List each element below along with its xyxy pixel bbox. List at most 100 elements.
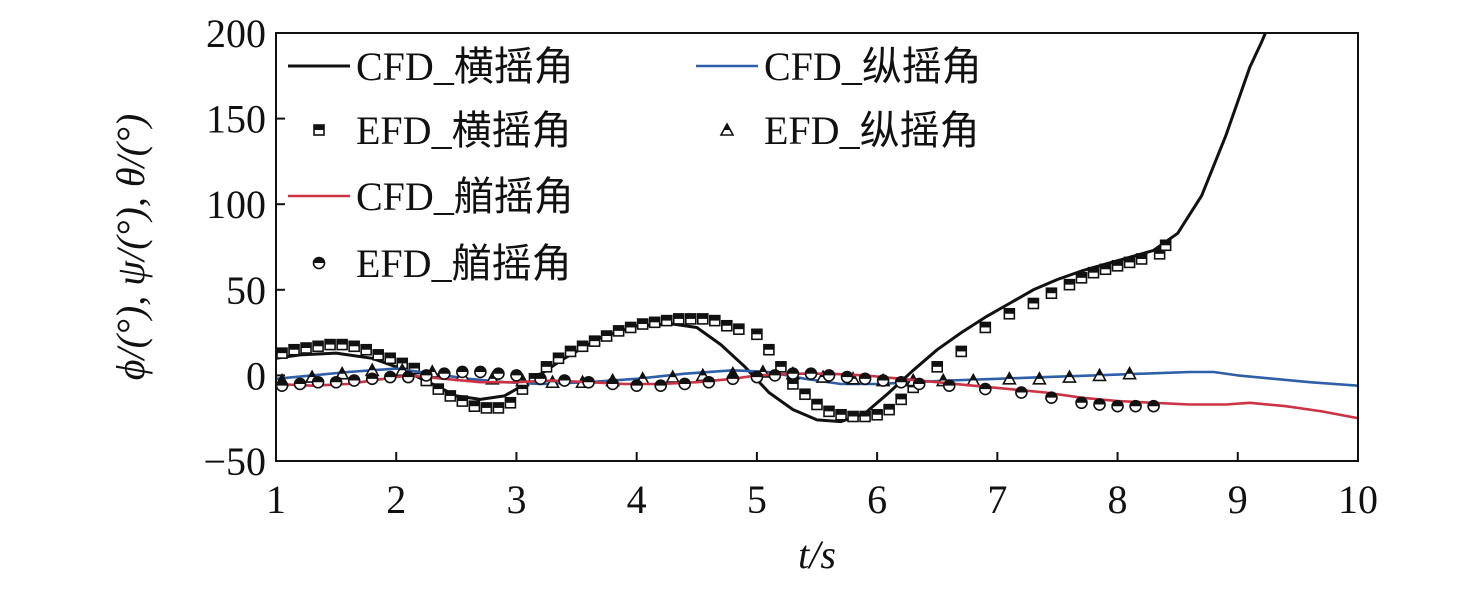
efd-yaw-point-fill [402, 371, 414, 378]
efd-roll-point-fill [613, 325, 624, 331]
legend-label-4: CFD_艏摇角 [356, 174, 574, 219]
efd-pitch-point-fill [759, 365, 766, 372]
efd-roll-point-fill [884, 404, 895, 410]
series-1 [276, 239, 1172, 423]
efd-roll-point-fill [848, 411, 859, 417]
efd-pitch-point-fill [940, 374, 947, 381]
efd-yaw-point-fill [823, 369, 835, 376]
legend-item-0: CFD_横摇角 [288, 44, 574, 89]
series-5 [276, 365, 1160, 413]
efd-yaw-point-fill [727, 373, 739, 379]
x-tick-label: 1 [266, 477, 286, 522]
efd-roll-point-fill [860, 411, 871, 417]
x-tick-label: 8 [1108, 477, 1128, 522]
efd-roll-point-fill [325, 339, 336, 345]
efd-yaw-point-fill [607, 378, 619, 384]
y-tick-label: 150 [206, 97, 266, 142]
efd-roll-point-fill [709, 315, 720, 321]
efd-roll-point-fill [763, 344, 774, 350]
efd-pitch-point-fill [1126, 367, 1133, 374]
efd-roll-point-fill [721, 320, 732, 326]
efd-yaw-point-fill [1094, 399, 1106, 405]
efd-roll-point-fill [277, 348, 288, 354]
y-tick-label: 100 [206, 182, 266, 227]
efd-roll-point-fill [673, 313, 684, 319]
efd-roll-point-fill [433, 384, 444, 390]
efd-roll-point-fill [457, 396, 468, 402]
legend-label-0: CFD_横摇角 [356, 44, 574, 89]
efd-roll-point-fill [661, 315, 672, 321]
efd-pitch-point-fill [309, 371, 316, 378]
efd-yaw-point-fill [1130, 400, 1142, 407]
efd-yaw-point-fill [474, 366, 486, 372]
efd-roll-point-fill [787, 378, 798, 384]
efd-pitch-point-fill [339, 367, 346, 374]
efd-yaw-point-fill [751, 371, 763, 378]
x-tick-label: 5 [747, 477, 767, 522]
efd-roll-point-fill [637, 319, 648, 325]
y-tick-label: 0 [246, 353, 266, 398]
legend-item-4: CFD_艏摇角 [288, 174, 574, 219]
legend-item-2: CFD_纵摇角 [696, 44, 982, 89]
efd-yaw-point-fill [312, 376, 324, 383]
efd-yaw-point-fill [313, 257, 325, 263]
efd-yaw-point-fill [841, 371, 853, 378]
efd-roll-point-fill [799, 389, 810, 395]
efd-yaw-point-fill [769, 369, 781, 376]
series-0 [276, 33, 1267, 424]
efd-pitch-point-fill [1066, 371, 1073, 378]
efd-roll-point-fill [409, 363, 420, 369]
legend-item-1: EFD_横摇角 [313, 108, 572, 153]
efd-roll-point-fill [385, 353, 396, 359]
efd-roll-point-fill [775, 361, 786, 367]
efd-roll-point-fill [481, 402, 492, 408]
efd-yaw-point-fill [510, 369, 522, 376]
x-tick-label: 4 [627, 477, 647, 522]
efd-roll-point-fill [565, 346, 576, 352]
efd-pitch-point-fill [279, 374, 286, 381]
efd-roll-point-fill [872, 409, 883, 415]
efd-yaw-point-fill [330, 376, 342, 383]
efd-yaw-point-fill [276, 380, 288, 386]
efd-yaw-point-fill [1075, 397, 1087, 403]
efd-yaw-point-fill [583, 376, 595, 383]
efd-roll-point-fill [337, 339, 348, 345]
legend-label-2: CFD_纵摇角 [764, 44, 982, 89]
efd-roll-point-fill [1136, 253, 1147, 259]
efd-roll-point-fill [373, 349, 384, 355]
efd-roll-point-fill [517, 384, 528, 390]
legend-label-5: EFD_艏摇角 [356, 241, 572, 286]
legend-label-3: EFD_纵摇角 [764, 108, 980, 153]
efd-roll-point-fill [1154, 248, 1165, 254]
efd-roll-point-fill [812, 399, 822, 405]
efd-yaw-point-fill [348, 375, 360, 381]
efd-pitch-point-fill [1006, 372, 1013, 379]
efd-pitch-point-fill [1036, 372, 1043, 379]
efd-yaw-point-fill [805, 368, 817, 374]
efd-roll-point-fill [445, 390, 456, 396]
efd-yaw-point-fill [631, 380, 643, 386]
x-tick-label: 2 [386, 477, 406, 522]
series-line-0 [276, 33, 1267, 424]
efd-yaw-point-fill [1112, 400, 1124, 407]
efd-roll-point-fill [980, 322, 991, 328]
efd-pitch-point-fill [639, 372, 646, 379]
y-tick-label: 200 [206, 11, 266, 56]
efd-yaw-point-fill [294, 378, 306, 384]
efd-yaw-point-fill [655, 380, 667, 386]
efd-roll-point-fill [505, 397, 516, 403]
efd-yaw-point-fill [534, 373, 546, 379]
efd-roll-point-fill [301, 343, 312, 349]
y-tick-label: −50 [203, 439, 266, 484]
x-tick-label: 9 [1228, 477, 1248, 522]
legend-item-5: EFD_艏摇角 [312, 241, 572, 286]
efd-pitch-point-fill [369, 364, 376, 371]
efd-roll-point-fill [314, 125, 324, 130]
efd-yaw-point-fill [1148, 400, 1160, 407]
efd-roll-point-fill [836, 409, 847, 415]
efd-roll-point-fill [1124, 257, 1135, 263]
efd-yaw-point-fill [366, 373, 378, 379]
efd-roll-point-fill [397, 358, 408, 364]
efd-roll-point-fill [361, 344, 372, 350]
x-tick-label: 7 [987, 477, 1007, 522]
